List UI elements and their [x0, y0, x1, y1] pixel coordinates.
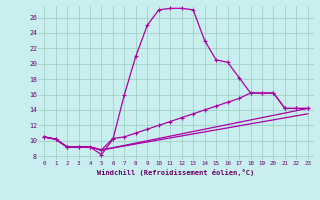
X-axis label: Windchill (Refroidissement éolien,°C): Windchill (Refroidissement éolien,°C) — [97, 169, 255, 176]
